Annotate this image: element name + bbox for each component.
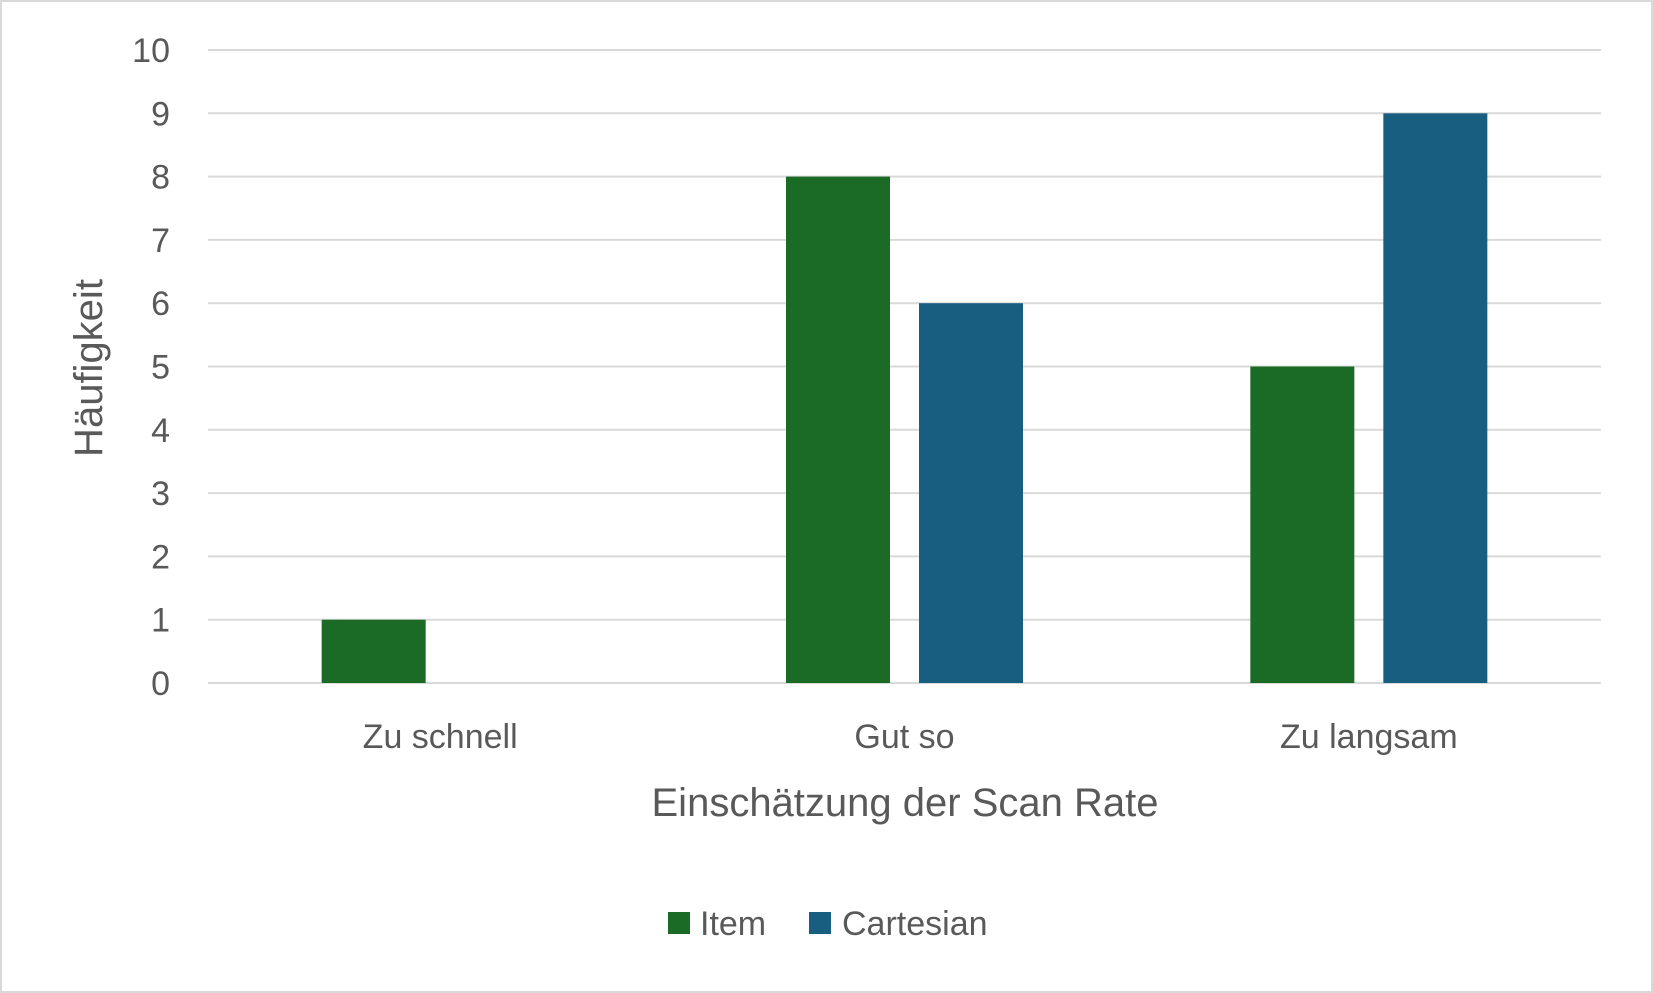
legend-swatch-cartesian	[809, 912, 831, 934]
legend-label-cartesian: Cartesian	[842, 905, 988, 943]
y-tick-label: 6	[151, 285, 170, 323]
x-tick-label: Gut so	[854, 718, 954, 756]
y-tick-label: 5	[151, 349, 170, 387]
gridlines	[208, 49, 1601, 684]
y-tick-label: 9	[151, 95, 170, 133]
y-tick-label: 3	[151, 475, 170, 513]
y-axis-tick-labels: 0 1 2 3 4 5 6 7 8 9 10	[132, 32, 170, 703]
bar-item-0	[321, 619, 426, 683]
y-tick-label: 8	[151, 159, 170, 197]
bars	[321, 113, 1488, 684]
bar-item-1	[786, 176, 890, 683]
y-tick-label: 2	[151, 538, 170, 576]
y-tick-label: 10	[132, 32, 170, 70]
legend-label-item: Item	[700, 905, 766, 943]
x-axis-tick-labels: Zu schnell Gut so Zu langsam	[363, 718, 1458, 756]
y-tick-label: 4	[151, 412, 170, 450]
y-axis-title: Häufigkeit	[67, 279, 111, 457]
bar-cartesian-1	[919, 303, 1023, 683]
x-tick-label: Zu langsam	[1280, 718, 1458, 756]
y-tick-label: 7	[151, 222, 170, 260]
legend: Item Cartesian	[668, 905, 988, 943]
x-axis-title: Einschätzung der Scan Rate	[652, 781, 1159, 825]
bar-item-2	[1250, 366, 1355, 683]
y-tick-label: 1	[151, 602, 170, 640]
legend-swatch-item	[668, 912, 690, 934]
bar-cartesian-2	[1383, 113, 1488, 684]
y-tick-label: 0	[151, 665, 170, 703]
x-tick-label: Zu schnell	[363, 718, 518, 756]
